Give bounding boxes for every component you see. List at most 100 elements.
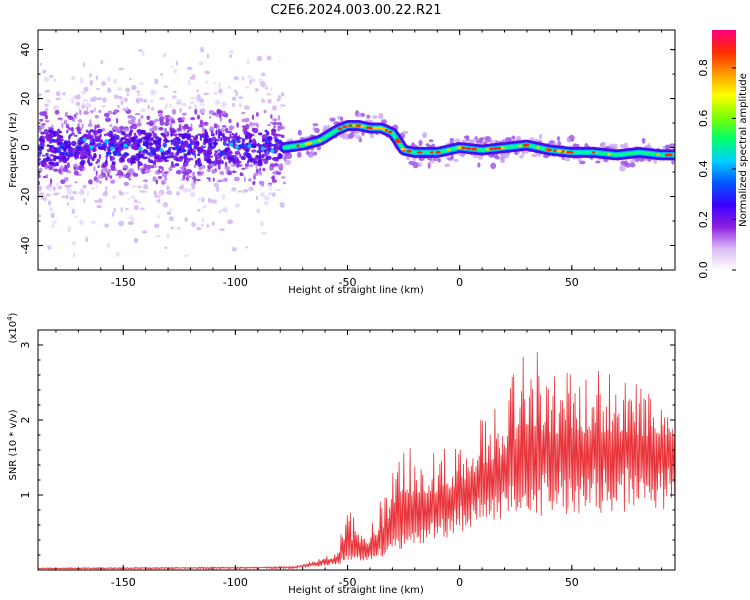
spectrogram-noise-blob — [237, 190, 243, 193]
spectrogram-noise-blob — [221, 194, 226, 200]
spectrogram-noise-blob — [184, 254, 190, 258]
spectrogram-noise-blob — [134, 155, 141, 162]
spectrogram-noise-blob — [75, 101, 81, 107]
spectrogram-noise-blob — [148, 121, 154, 127]
spectrogram-noise-blob — [189, 169, 192, 173]
spectrogram-halo-blob — [329, 117, 336, 122]
spectrogram-noise-blob — [272, 143, 277, 147]
spectrogram-noise-blob — [189, 191, 196, 198]
spectrogram-noise-blob — [201, 224, 204, 227]
spectrogram-noise-blob — [155, 235, 161, 238]
spectrogram-noise-blob — [137, 163, 144, 166]
spectrogram-noise-blob — [163, 156, 168, 159]
spectrogram-noise-blob — [162, 142, 167, 148]
spectrogram-noise-blob — [48, 129, 53, 134]
spectrogram-noise-blob — [147, 157, 151, 163]
spectrogram-noise-blob — [146, 122, 150, 125]
spectrogram-noise-blob — [184, 167, 187, 171]
spectrogram-noise-blob — [142, 50, 145, 57]
spectrogram-noise-blob — [228, 171, 232, 176]
spectrogram-noise-blob — [188, 106, 192, 109]
spectrogram-noise-blob — [38, 185, 43, 191]
spectrogram-ridge-peak — [472, 147, 477, 151]
spectrogram-noise-blob — [177, 118, 182, 121]
spectrogram-halo-blob — [500, 152, 507, 158]
spectrogram-noise-blob — [47, 156, 51, 160]
spectrogram-halo-blob — [310, 148, 314, 153]
spectrogram-noise-blob — [90, 96, 95, 103]
spectrogram-noise-blob — [164, 246, 168, 250]
spectrogram-noise-blob — [248, 164, 254, 168]
spectrogram-noise-blob — [251, 114, 255, 120]
spectrogram-noise-blob — [59, 118, 63, 121]
spectrogram-noise-blob — [80, 148, 86, 154]
spectrogram-noise-blob — [219, 228, 225, 232]
spectrogram-noise-blob — [183, 140, 189, 144]
spectrogram-noise-blob — [206, 224, 209, 228]
spectrogram-noise-blob — [38, 214, 41, 218]
spectrogram-noise-blob — [263, 201, 269, 206]
spectrogram-noise-blob — [201, 217, 205, 223]
spectrogram-noise-blob — [39, 125, 45, 130]
spectrogram-noise-blob — [67, 226, 72, 233]
spectrogram-noise-blob — [200, 145, 204, 150]
spectrogram-noise-blob — [63, 177, 69, 182]
spectrogram-noise-blob — [93, 152, 97, 158]
spectrogram-noise-blob — [109, 175, 113, 179]
spectrogram-noise-blob — [173, 133, 178, 137]
spectrogram-noise-blob — [157, 169, 161, 173]
spectrogram-noise-blob — [78, 164, 84, 169]
spectrogram-noise-blob — [199, 124, 204, 128]
spectrogram-noise-blob — [39, 135, 45, 139]
spectrogram-noise-blob — [269, 166, 274, 170]
spectrogram-noise-blob — [255, 168, 259, 175]
spectrogram-noise-blob — [68, 184, 72, 188]
spectrogram-noise-blob — [195, 94, 199, 98]
spectrogram-noise-blob — [224, 111, 227, 116]
spectrogram-noise-blob — [255, 195, 259, 201]
spectrogram-ridge-peak — [435, 151, 440, 154]
spectrogram-noise-blob — [42, 154, 46, 157]
spectrogram-noise-blob — [38, 93, 42, 97]
spectrogram-noise-blob — [93, 107, 97, 112]
x-tick-label: 0 — [456, 576, 463, 589]
spectrogram-noise-blob — [118, 96, 123, 100]
spectrogram-noise-blob — [105, 176, 108, 181]
spectrogram-halo-blob — [285, 152, 293, 160]
spectrogram-halo-blob — [494, 155, 501, 160]
spectrogram-noise-blob — [95, 97, 102, 101]
spectrogram-noise-blob — [73, 114, 77, 117]
spectrogram-noise-blob — [173, 68, 177, 74]
spectrogram-noise-blob — [162, 52, 167, 58]
spectrogram-noise-blob — [83, 198, 86, 203]
spectrogram-halo-blob — [428, 139, 434, 143]
spectrogram-ridge-peak — [337, 127, 343, 131]
spectrogram-noise-blob — [84, 102, 91, 108]
spectrogram-noise-blob — [135, 97, 140, 103]
spectrogram-noise-blob — [253, 174, 256, 180]
spectrogram-noise-blob — [249, 121, 253, 127]
spectrogram-noise-blob — [112, 125, 118, 131]
spectrogram-noise-blob — [43, 128, 49, 135]
spectrogram-noise-blob — [107, 172, 110, 177]
spectrogram-noise-blob — [107, 88, 112, 93]
spectrogram-noise-blob — [45, 193, 52, 197]
spectrogram-ridge-peak — [416, 151, 423, 154]
spectrogram-noise-blob — [245, 86, 249, 89]
spectrogram-noise-blob — [153, 159, 157, 165]
spectrogram-noise-blob — [87, 135, 92, 139]
spectrogram-noise-blob — [65, 143, 71, 149]
spectrogram-noise-blob — [120, 130, 126, 135]
spectrogram-noise-blob — [131, 136, 136, 143]
spectrogram-noise-blob — [122, 107, 127, 112]
spectrogram-ridge-peak — [607, 152, 611, 156]
spectrogram-noise-speck — [247, 144, 252, 149]
spectrogram-noise-blob — [197, 162, 203, 167]
spectrogram-noise-blob — [190, 139, 194, 144]
spectrogram-noise-blob — [270, 114, 273, 119]
spectrogram-noise-blob — [242, 138, 246, 141]
spectrogram-noise-blob — [143, 99, 148, 103]
spectrogram-noise-blob — [262, 153, 269, 157]
spectrogram-noise-blob — [260, 192, 266, 198]
spectrogram-noise-blob — [268, 192, 272, 196]
